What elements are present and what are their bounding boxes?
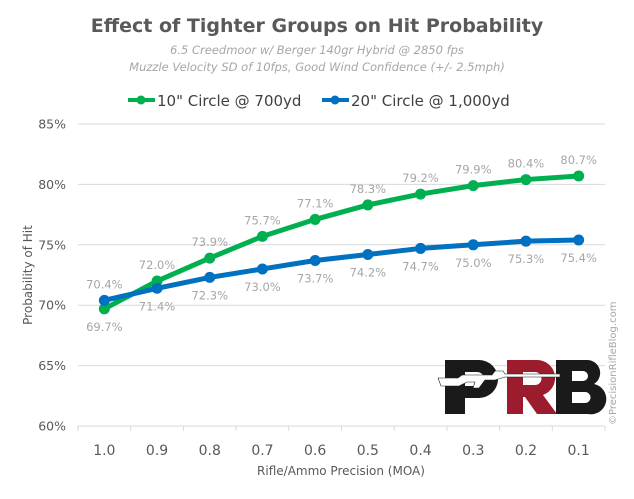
- x-axis: 1.0 0.9 0.8 0.7 0.6 0.5 0.4 0.3 0.2 0.1: [77, 426, 606, 459]
- data-label: 69.7%: [86, 320, 123, 334]
- data-point: [362, 199, 374, 211]
- copyright-text: ©PrecisionRifleBlog.com: [608, 302, 619, 425]
- legend: 10" Circle @ 700yd 20" Circle @ 1,000yd: [128, 92, 510, 110]
- x-tick-label: 0.4: [409, 443, 431, 459]
- x-tick-label: 0.9: [146, 443, 168, 459]
- series: [98, 170, 585, 315]
- series-line-1: [101, 173, 582, 312]
- data-point: [415, 242, 427, 254]
- chart-title: Effect of Tighter Groups on Hit Probabil…: [91, 15, 544, 37]
- y-tick-label: 80%: [38, 177, 66, 192]
- y-axis-ticks: 60% 65% 70% 75% 80% 85%: [38, 117, 66, 434]
- data-label: 74.7%: [402, 259, 439, 273]
- data-label: 79.2%: [402, 171, 439, 185]
- y-tick-label: 60%: [38, 419, 66, 434]
- legend-marker-series-2: [330, 95, 340, 105]
- data-label: 75.4%: [560, 251, 597, 265]
- x-tick-label: 0.5: [357, 443, 379, 459]
- data-label: 75.7%: [244, 213, 281, 227]
- data-label: 78.3%: [350, 182, 387, 196]
- data-label: 79.9%: [455, 163, 492, 177]
- data-point: [467, 180, 479, 192]
- legend-marker-series-1: [136, 95, 146, 105]
- series-line-2: [101, 237, 582, 303]
- data-point: [520, 174, 532, 186]
- chart-subtitle-line-2: Muzzle Velocity SD of 10fps, Good Wind C…: [129, 60, 505, 74]
- y-tick-label: 65%: [38, 358, 66, 373]
- data-labels: 69.7% 72.0% 73.9% 75.7% 77.1% 78.3% 79.2% 79.9%…: [86, 153, 597, 334]
- data-label: 71.4%: [139, 299, 176, 313]
- data-point: [467, 239, 479, 251]
- data-point: [98, 303, 110, 315]
- data-label: 72.0%: [139, 258, 176, 272]
- data-label: 73.7%: [297, 272, 334, 286]
- data-label: 74.2%: [350, 265, 387, 279]
- x-tick-label: 0.3: [462, 443, 484, 459]
- logo-letter-r: [507, 359, 557, 414]
- y-tick-label: 85%: [38, 117, 66, 132]
- rifle-icon: [437, 370, 561, 389]
- data-label: 73.9%: [191, 235, 228, 249]
- data-point: [98, 294, 110, 306]
- data-point: [204, 252, 216, 264]
- data-label: 80.4%: [508, 157, 545, 171]
- data-point: [256, 263, 268, 275]
- prb-logo: [437, 359, 607, 415]
- data-point: [151, 282, 163, 294]
- y-axis-title: Probability of Hit: [21, 225, 35, 325]
- x-tick-label: 0.8: [199, 443, 221, 459]
- data-label: 80.7%: [560, 153, 597, 167]
- data-label: 73.0%: [244, 280, 281, 294]
- x-tick-label: 0.7: [251, 443, 273, 459]
- logo-letter-p: [445, 360, 498, 414]
- data-label: 75.0%: [455, 256, 492, 270]
- legend-label-series-2: 20" Circle @ 1,000yd: [351, 92, 510, 110]
- data-label: 70.4%: [86, 277, 123, 291]
- data-point: [362, 248, 374, 260]
- data-point: [309, 255, 321, 267]
- data-point: [204, 271, 216, 283]
- x-tick-label: 0.2: [515, 443, 537, 459]
- chart-subtitle-line-1: 6.5 Creedmoor w/ Berger 140gr Hybrid @ 2…: [170, 43, 464, 57]
- x-tick-label: 0.1: [568, 443, 590, 459]
- logo-letter-b: [556, 359, 607, 415]
- data-label: 77.1%: [297, 196, 334, 210]
- data-label: 75.3%: [508, 252, 545, 266]
- y-tick-label: 75%: [38, 237, 66, 252]
- x-tick-label: 1.0: [93, 443, 115, 459]
- data-point: [520, 235, 532, 247]
- data-point: [309, 213, 321, 225]
- y-tick-label: 70%: [38, 298, 66, 313]
- data-point: [573, 234, 585, 246]
- x-axis-title: Rifle/Ammo Precision (MOA): [257, 464, 425, 478]
- data-point: [256, 230, 268, 242]
- data-point: [415, 188, 427, 200]
- legend-label-series-1: 10" Circle @ 700yd: [157, 92, 301, 110]
- data-point: [573, 170, 585, 182]
- data-label: 72.3%: [191, 288, 228, 302]
- legend-item-series-1: 10" Circle @ 700yd: [128, 92, 301, 110]
- legend-item-series-2: 20" Circle @ 1,000yd: [322, 92, 510, 110]
- x-tick-label: 0.6: [304, 443, 326, 459]
